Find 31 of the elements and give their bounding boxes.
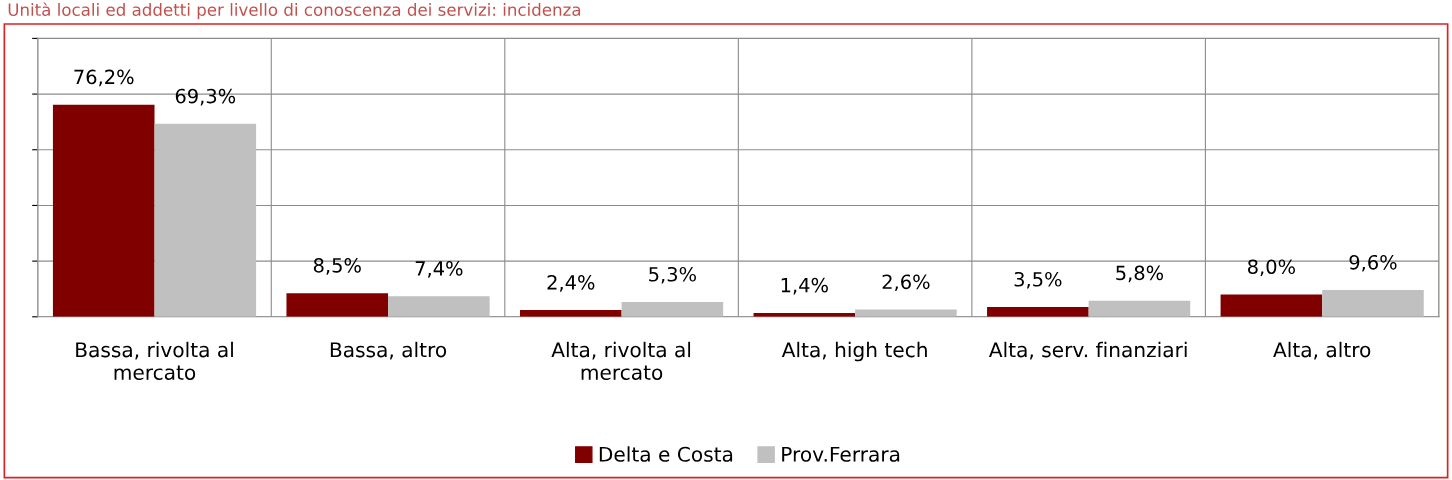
data-label: 1,4%: [781, 277, 828, 295]
data-label: 7,4%: [415, 261, 463, 278]
data-label: 2,6%: [882, 274, 930, 292]
data-label: 3,5%: [1014, 271, 1062, 289]
bar: [388, 296, 490, 317]
data-label: 2,4%: [547, 274, 595, 292]
data-label: 9,6%: [1349, 254, 1397, 272]
data-label: 8,5%: [313, 257, 361, 275]
bar: [1088, 300, 1191, 317]
data-label: 76,2%: [74, 69, 134, 87]
bar: [1220, 294, 1323, 317]
x-tick-label: Bassa, altro: [330, 341, 447, 360]
legend-label: Prov.Ferrara: [782, 446, 900, 462]
data-label: 69,3%: [175, 88, 236, 106]
bar: [621, 302, 724, 317]
bar: [987, 307, 1089, 317]
bar: [154, 123, 257, 317]
bar: [519, 310, 622, 317]
bar: [52, 104, 155, 317]
data-label: 5,8%: [1116, 265, 1164, 283]
legend-label: Delta e Costa: [599, 446, 733, 462]
x-tick-label: Alta, high tech: [781, 341, 927, 362]
x-tick-label: Alta, serv. finanziari: [988, 341, 1187, 360]
chart-title: Unità locali ed addetti per livello di conoscenza dei servizi: incidenza: [8, 2, 581, 20]
x-tick-label: Bassa, rivolta al mercato: [76, 341, 233, 380]
data-label: 8,0%: [1247, 259, 1295, 277]
x-tick-label: Alta, rivolta al mercato: [551, 341, 691, 380]
bar: [286, 293, 389, 317]
data-label: 5,3%: [649, 266, 696, 284]
x-tick-label: Alta, altro: [1273, 341, 1371, 360]
bar: [1322, 290, 1424, 317]
